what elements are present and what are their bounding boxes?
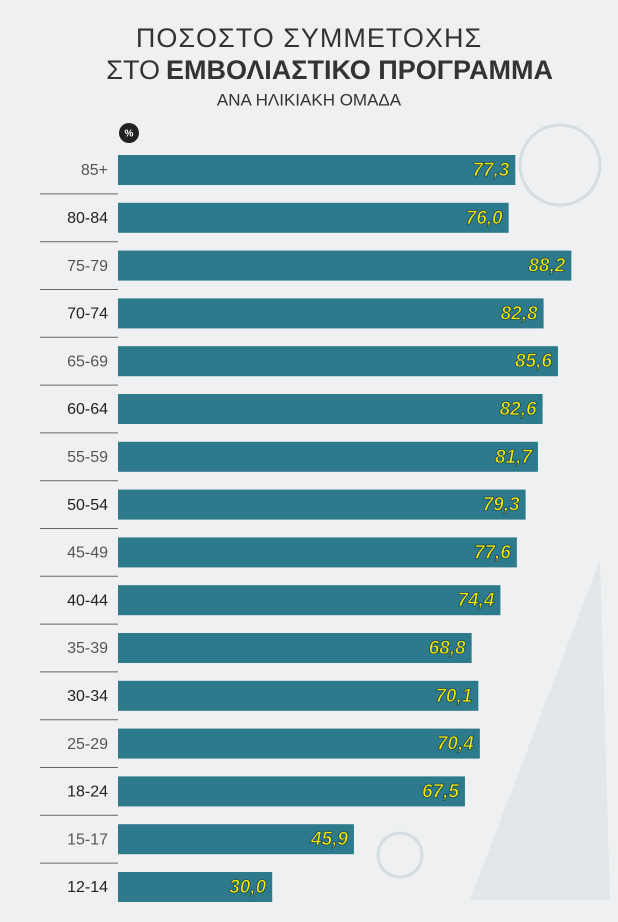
value-label: 70,1 — [435, 686, 472, 707]
category-label: 15-17 — [67, 831, 108, 848]
bar — [118, 681, 478, 711]
chart-title: ΣΤΟ — [106, 55, 160, 85]
category-label: 55-59 — [67, 449, 108, 466]
bar — [118, 346, 558, 376]
category-label: 35-39 — [67, 640, 108, 657]
category-label: 65-69 — [67, 353, 108, 370]
value-label: 77,6 — [474, 542, 511, 563]
category-label: 85+ — [81, 162, 108, 179]
bar — [118, 394, 543, 424]
category-label: 75-79 — [67, 258, 108, 275]
value-label: 88,2 — [528, 256, 565, 277]
value-label: 82,8 — [501, 303, 538, 324]
chart-subtitle: ΑΝΑ ΗΛΙΚΙΑΚΗ ΟΜΑΔΑ — [217, 90, 402, 109]
bar — [118, 298, 544, 328]
chart-title: ΕΜΒΟΛΙΑΣΤΙΚΟ ΠΡΟΓΡΑΜΜΑ — [166, 55, 553, 85]
category-label: 30-34 — [67, 688, 108, 705]
value-label: 67,5 — [422, 781, 459, 802]
value-label: 68,8 — [429, 638, 466, 659]
bar — [118, 585, 500, 615]
bar — [118, 490, 526, 520]
category-label: 70-74 — [67, 306, 108, 323]
bar — [118, 155, 515, 185]
value-label: 81,7 — [495, 447, 533, 468]
bar — [118, 776, 465, 806]
chart: ΠΟΣΟΣΤΟ ΣΥΜΜΕΤΟΧΗΣ ΣΤΟ ΕΜΒΟΛΙΑΣΤΙΚΟ ΠΡΟΓ… — [0, 0, 618, 922]
value-label: 74,4 — [457, 590, 494, 611]
value-label: 45,9 — [310, 829, 348, 850]
value-label: 85,6 — [515, 351, 552, 372]
value-label: 77,3 — [472, 160, 509, 181]
bar — [118, 442, 538, 472]
unit-label: % — [125, 129, 134, 140]
category-label: 18-24 — [67, 784, 108, 801]
category-label: 45-49 — [67, 545, 108, 562]
bar — [118, 729, 480, 759]
value-label: 76,0 — [466, 208, 503, 229]
chart-title: ΠΟΣΟΣΤΟ ΣΥΜΜΕΤΟΧΗΣ — [136, 23, 482, 53]
value-label: 79,3 — [483, 495, 520, 516]
category-label: 80-84 — [67, 210, 108, 227]
bar — [118, 537, 517, 567]
value-label: 70,4 — [437, 734, 474, 755]
value-label: 82,6 — [500, 399, 537, 420]
bar — [118, 251, 571, 281]
category-label: 25-29 — [67, 736, 108, 753]
category-label: 40-44 — [67, 592, 108, 609]
value-label: 30,0 — [229, 877, 266, 898]
bar — [118, 203, 509, 233]
bar — [118, 633, 472, 663]
category-label: 60-64 — [67, 401, 108, 418]
category-label: 12-14 — [67, 879, 108, 896]
category-label: 50-54 — [67, 497, 108, 514]
